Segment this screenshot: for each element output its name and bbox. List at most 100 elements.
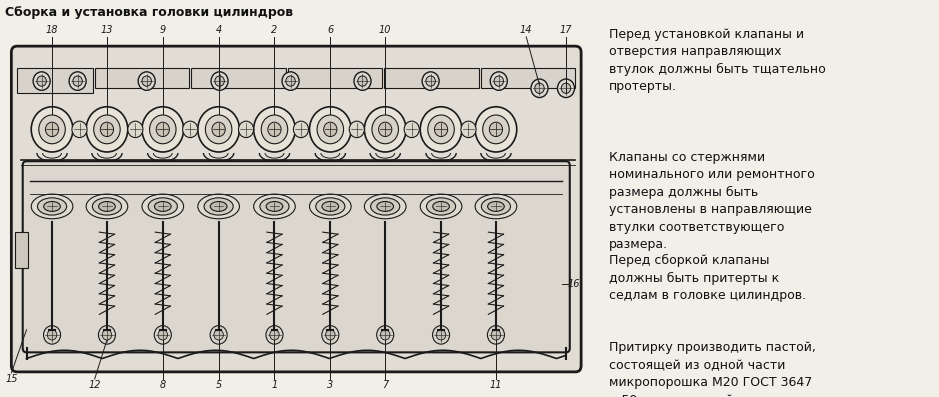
Circle shape [534, 83, 545, 93]
Bar [481, 68, 576, 88]
Text: 2: 2 [271, 25, 278, 35]
Ellipse shape [310, 194, 351, 219]
Circle shape [128, 121, 143, 138]
Text: 3: 3 [327, 380, 333, 390]
Ellipse shape [266, 202, 283, 211]
Bar [15, 232, 28, 268]
Circle shape [43, 326, 61, 344]
Ellipse shape [371, 198, 400, 215]
Circle shape [138, 72, 155, 91]
Circle shape [423, 72, 439, 91]
Circle shape [310, 107, 351, 152]
Circle shape [99, 326, 115, 344]
Ellipse shape [154, 202, 171, 211]
Circle shape [215, 76, 224, 86]
Ellipse shape [316, 198, 345, 215]
Bar [287, 68, 382, 88]
Ellipse shape [31, 194, 73, 219]
Circle shape [562, 83, 571, 93]
Circle shape [324, 122, 337, 137]
Circle shape [475, 107, 516, 152]
Circle shape [47, 330, 56, 340]
Bar [95, 68, 190, 88]
Circle shape [461, 121, 476, 138]
Circle shape [214, 330, 223, 340]
FancyBboxPatch shape [11, 46, 581, 372]
Circle shape [269, 330, 279, 340]
Text: 5: 5 [216, 380, 222, 390]
Bar [17, 68, 93, 93]
Ellipse shape [204, 198, 233, 215]
Ellipse shape [198, 194, 239, 219]
Circle shape [491, 330, 500, 340]
Circle shape [437, 330, 446, 340]
Text: Перед установкой клапаны и
отверстия направляющих
втулок должны быть тщательно
п: Перед установкой клапаны и отверстия нап… [609, 28, 826, 93]
Circle shape [282, 72, 300, 91]
Ellipse shape [92, 198, 121, 215]
Text: 7: 7 [382, 380, 389, 390]
Circle shape [158, 330, 167, 340]
Circle shape [426, 76, 436, 86]
Circle shape [349, 121, 364, 138]
Circle shape [206, 115, 232, 144]
Circle shape [102, 330, 112, 340]
Text: 18: 18 [46, 25, 58, 35]
Circle shape [142, 107, 184, 152]
Ellipse shape [86, 194, 128, 219]
Circle shape [285, 76, 295, 86]
Circle shape [380, 330, 390, 340]
Circle shape [358, 76, 367, 86]
Text: 8: 8 [160, 380, 166, 390]
Text: 17: 17 [560, 25, 572, 35]
Ellipse shape [322, 202, 339, 211]
Circle shape [69, 72, 86, 91]
Circle shape [149, 115, 176, 144]
Circle shape [494, 76, 503, 86]
Circle shape [239, 121, 254, 138]
Text: Перед сборкой клапаны
должны быть притерты к
седлам в головке цилиндров.: Перед сборкой клапаны должны быть притер… [609, 254, 807, 302]
Text: 14: 14 [520, 25, 532, 35]
Text: 15: 15 [5, 374, 18, 384]
Ellipse shape [210, 202, 227, 211]
Ellipse shape [426, 198, 455, 215]
Circle shape [31, 107, 73, 152]
Ellipse shape [38, 198, 67, 215]
Circle shape [94, 115, 120, 144]
Circle shape [198, 107, 239, 152]
Text: 9: 9 [160, 25, 166, 35]
Ellipse shape [142, 194, 184, 219]
Bar [384, 68, 479, 88]
Circle shape [483, 115, 509, 144]
Text: 11: 11 [490, 380, 502, 390]
Circle shape [487, 326, 504, 344]
Circle shape [433, 326, 450, 344]
Ellipse shape [433, 202, 450, 211]
Text: Сборка и установка головки цилиндров: Сборка и установка головки цилиндров [5, 6, 293, 19]
Text: Клапаны со стержнями
номинального или ремонтного
размера должны быть
установлены: Клапаны со стержнями номинального или ре… [609, 151, 815, 251]
Circle shape [317, 115, 344, 144]
Ellipse shape [260, 198, 289, 215]
Circle shape [261, 115, 287, 144]
Circle shape [404, 121, 420, 138]
Ellipse shape [421, 194, 462, 219]
FancyBboxPatch shape [23, 161, 570, 353]
Circle shape [100, 122, 114, 137]
Circle shape [364, 107, 406, 152]
Text: 4: 4 [216, 25, 222, 35]
Ellipse shape [254, 194, 295, 219]
Circle shape [558, 79, 575, 98]
Text: 6: 6 [327, 25, 333, 35]
Text: 16: 16 [568, 279, 580, 289]
Text: 10: 10 [379, 25, 392, 35]
Circle shape [210, 326, 227, 344]
Ellipse shape [482, 198, 511, 215]
Circle shape [73, 76, 83, 86]
Circle shape [372, 115, 398, 144]
Ellipse shape [148, 198, 177, 215]
Circle shape [428, 115, 454, 144]
Circle shape [212, 122, 225, 137]
Ellipse shape [377, 202, 393, 211]
Ellipse shape [99, 202, 115, 211]
Circle shape [531, 79, 548, 98]
Bar [192, 68, 285, 88]
